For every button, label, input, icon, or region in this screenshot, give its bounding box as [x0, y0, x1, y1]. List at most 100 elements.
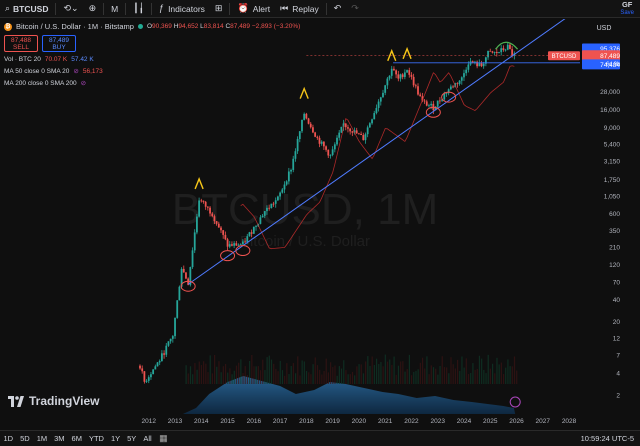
- chart-type-button[interactable]: ┃╽: [128, 0, 149, 18]
- volume-bar: [345, 370, 347, 384]
- sell-button[interactable]: 87,488 SELL: [4, 35, 38, 52]
- volume-bar: [389, 359, 391, 384]
- candle-body: [322, 141, 325, 147]
- candles-icon: ┃╽: [133, 3, 145, 13]
- price-tick-label: 1,050: [604, 193, 621, 200]
- candle-body: [150, 374, 152, 378]
- candle-body: [244, 241, 246, 243]
- candle-body: [358, 133, 360, 135]
- candle-body: [296, 139, 299, 152]
- candle-body: [213, 216, 216, 222]
- candle-body: [327, 149, 330, 156]
- tradingview-logo[interactable]: TradingView: [8, 394, 99, 408]
- volume-bar: [205, 363, 207, 384]
- range-1d[interactable]: 1D: [3, 434, 14, 443]
- range-5y[interactable]: 5Y: [127, 434, 137, 443]
- price-tick-label: 350: [609, 228, 620, 235]
- compare-icon: ⟲⌄: [63, 3, 79, 13]
- volume-bar: [312, 364, 314, 384]
- candle-body: [220, 227, 222, 231]
- volume-area-fill: [182, 376, 516, 414]
- calendar-range-icon[interactable]: ▦: [159, 433, 168, 443]
- tradingview-brand: TradingView: [29, 394, 100, 408]
- candles-group: [139, 42, 516, 384]
- add-symbol-button[interactable]: ⊕: [84, 0, 102, 18]
- volume-bar: [437, 374, 439, 384]
- redo-button[interactable]: ↷: [346, 0, 364, 18]
- time-axis[interactable]: 2012 2013 2014 2015 2016 2017 2018 2019 2020 2021…: [142, 418, 577, 425]
- buy-button[interactable]: 87,489 BUY: [42, 35, 76, 52]
- candle-body: [465, 69, 468, 74]
- symbol-legend-row[interactable]: ₿ Bitcoin / U.S. Dollar · 1M · Bitstamp …: [4, 22, 300, 31]
- interval-button[interactable]: M: [111, 3, 119, 14]
- indicators-label: Indicators: [168, 3, 205, 14]
- candle-body: [412, 76, 415, 86]
- candle-body: [340, 126, 343, 133]
- candle-body: [312, 127, 314, 133]
- replay-button[interactable]: ⏮ Replay: [275, 0, 324, 18]
- visibility-icon[interactable]: ⊘: [80, 80, 87, 87]
- range-6m[interactable]: 6M: [71, 434, 82, 443]
- cycle-bottom-marker: [235, 245, 251, 257]
- volume-indicator-row[interactable]: Vol · BTC 20 70.07 K 57.42 K: [4, 56, 300, 63]
- cycle-top-marker: [194, 177, 204, 190]
- currency-label: USD: [597, 25, 612, 32]
- price-tag-last: 87,489: [600, 53, 620, 60]
- volume-bar: [470, 373, 472, 384]
- range-all[interactable]: All: [143, 434, 152, 443]
- range-3m[interactable]: 3M: [54, 434, 65, 443]
- candle-body: [428, 105, 430, 107]
- alert-button[interactable]: ⏰ Alert: [232, 0, 275, 18]
- compare-button[interactable]: ⟲⌄: [58, 0, 83, 18]
- buy-label: BUY: [52, 44, 66, 51]
- range-1m[interactable]: 1M: [36, 434, 48, 443]
- candle-body: [290, 169, 292, 172]
- indicators-button[interactable]: ƒ Indicators: [154, 0, 210, 18]
- save-label[interactable]: Save: [620, 10, 634, 16]
- volume-bar: [511, 366, 513, 384]
- price-tag-low: 74,484: [600, 62, 620, 69]
- clock[interactable]: 10:59:24 UTC-5: [580, 434, 634, 443]
- ma50-indicator-row[interactable]: MA 50 close 0 SMA 20 ⊘ 56,173: [4, 67, 300, 76]
- time-tick-label: 2024: [457, 418, 472, 425]
- layouts-button[interactable]: ⊞: [210, 0, 228, 18]
- volume-bar: [450, 357, 452, 384]
- volume-bar: [213, 354, 216, 384]
- volume-bar: [292, 363, 294, 384]
- volume-bar: [448, 373, 450, 384]
- volume-bar: [268, 355, 270, 384]
- candle-body: [259, 217, 262, 224]
- chart-area[interactable]: BTCUSD, 1M Bitcoin / U.S. Dollar USD 28,0…: [0, 6, 640, 431]
- volume-bar: [266, 357, 268, 384]
- volume-bar: [356, 366, 358, 384]
- range-ytd[interactable]: YTD: [88, 434, 104, 443]
- price-axis[interactable]: USD 28,000 16,000 9,000 5,400 3,150 1,750 1,050…: [548, 25, 620, 399]
- volume-bar: [496, 357, 498, 384]
- undo-button[interactable]: ↶: [329, 0, 347, 18]
- candle-body: [463, 73, 465, 78]
- candle-body: [318, 137, 321, 144]
- candle-body: [445, 93, 448, 94]
- candle-body: [141, 368, 144, 372]
- candle-body: [193, 232, 196, 251]
- account-menu[interactable]: GF Save: [620, 1, 634, 17]
- price-chart[interactable]: BTCUSD, 1M Bitcoin / U.S. Dollar USD 28,0…: [0, 6, 640, 431]
- candle-body: [283, 184, 286, 190]
- overlays-group: [180, 6, 583, 408]
- volume-bar: [310, 374, 312, 384]
- candle-body: [364, 134, 367, 141]
- volume-bar: [224, 363, 227, 384]
- candle-body: [250, 232, 253, 234]
- ma200-line: [240, 65, 515, 250]
- replay-label: Replay: [292, 3, 319, 14]
- range-5d[interactable]: 5D: [20, 434, 30, 443]
- volume-bar: [467, 374, 470, 384]
- candle-body: [414, 85, 417, 87]
- ma200-indicator-row[interactable]: MA 200 close 0 SMA 200 ⊘: [4, 79, 300, 88]
- symbol-search[interactable]: ⌕ BTCUSD: [0, 4, 53, 14]
- range-1y[interactable]: 1Y: [110, 434, 121, 443]
- visibility-icon[interactable]: ⊘: [73, 68, 79, 75]
- volume-bar: [240, 359, 242, 384]
- volume-bar: [378, 364, 380, 384]
- redo-icon: ↷: [351, 3, 359, 13]
